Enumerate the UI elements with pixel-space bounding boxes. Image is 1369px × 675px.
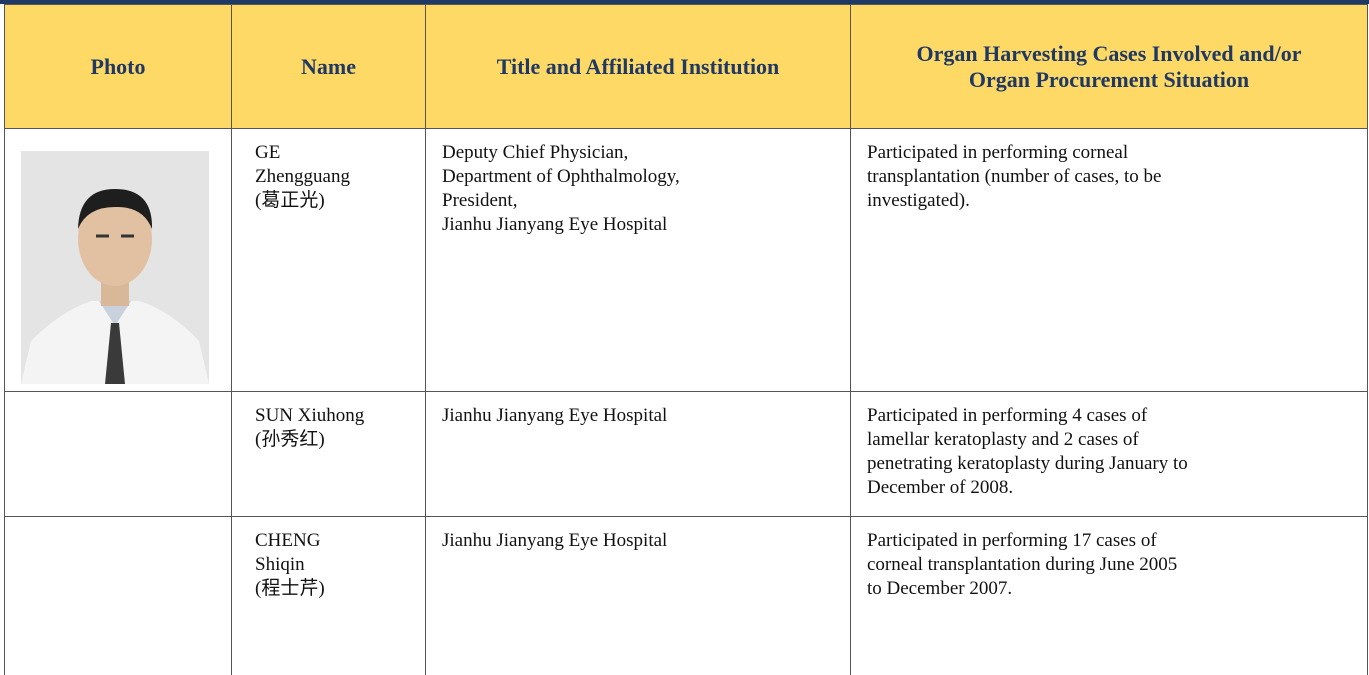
institution-cell: Jianhu Jianyang Eye Hospital bbox=[425, 391, 851, 517]
name-cell: GE Zhengguang (葛正光) bbox=[231, 128, 426, 392]
cases-cell: Participated in performing 4 cases of lam… bbox=[850, 391, 1368, 517]
cases-line: investigated). bbox=[867, 190, 970, 211]
institution-line: Jianhu Jianyang Eye Hospital bbox=[442, 214, 668, 235]
name-line: (孙秀红) bbox=[255, 429, 325, 450]
photo-cell bbox=[4, 516, 232, 675]
institution-line: President, bbox=[442, 190, 518, 211]
header-cell: Name bbox=[231, 4, 426, 129]
name-line: Zhengguang bbox=[255, 166, 350, 187]
table-row: GE Zhengguang (葛正光) Deputy Chief Physician… bbox=[4, 128, 1368, 392]
officials-table: Photo Name Title and Affiliated Institut… bbox=[4, 4, 1368, 675]
name-cell: CHENG Shiqin (程士芹) bbox=[231, 516, 426, 675]
cases-line: penetrating keratoplasty during January … bbox=[867, 453, 1188, 474]
name-line: (程士芹) bbox=[255, 578, 325, 599]
institution-line: Jianhu Jianyang Eye Hospital bbox=[442, 405, 668, 426]
table-row: CHENG Shiqin (程士芹) Jianhu Jianyang Eye Hos… bbox=[4, 516, 1368, 675]
cases-line: corneal transplantation during June 2005 bbox=[867, 554, 1178, 575]
header-row: Photo Name Title and Affiliated Institut… bbox=[4, 4, 1368, 129]
photo-cell bbox=[4, 128, 232, 392]
institution-cell: Deputy Chief Physician, Department of Oph… bbox=[425, 128, 851, 392]
cases-line: to December 2007. bbox=[867, 578, 1013, 599]
cases-line: December of 2008. bbox=[867, 477, 1014, 498]
cases-line: Participated in performing 4 cases of bbox=[867, 405, 1148, 426]
name-line: SUN Xiuhong bbox=[255, 405, 365, 426]
name-line: GE bbox=[255, 142, 281, 163]
portrait-photo bbox=[21, 151, 209, 384]
name-cell: SUN Xiuhong (孙秀红) bbox=[231, 391, 426, 517]
header-cell: Photo bbox=[4, 4, 232, 129]
institution-line: Deputy Chief Physician, bbox=[442, 142, 629, 163]
cases-line: lamellar keratoplasty and 2 cases of bbox=[867, 429, 1139, 450]
name-line: CHENG bbox=[255, 530, 321, 551]
top-rule bbox=[0, 0, 1369, 4]
cases-line: Participated in performing 17 cases of bbox=[867, 530, 1157, 551]
cases-cell: Participated in performing corneal transp… bbox=[850, 128, 1368, 392]
photo-cell bbox=[4, 391, 232, 517]
institution-cell: Jianhu Jianyang Eye Hospital bbox=[425, 516, 851, 675]
header-cell: Organ Harvesting Cases Involved and/or O… bbox=[850, 4, 1368, 129]
header-cell: Title and Affiliated Institution bbox=[425, 4, 851, 129]
cases-cell: Participated in performing 17 cases of co… bbox=[850, 516, 1368, 675]
institution-line: Department of Ophthalmology, bbox=[442, 166, 680, 187]
institution-line: Jianhu Jianyang Eye Hospital bbox=[442, 530, 668, 551]
cases-line: transplantation (number of cases, to be bbox=[867, 166, 1162, 187]
cases-line: Participated in performing corneal bbox=[867, 142, 1129, 163]
table-row: SUN Xiuhong (孙秀红) Jianhu Jianyang Eye Hos… bbox=[4, 391, 1368, 517]
name-line: Shiqin bbox=[255, 554, 305, 575]
name-line: (葛正光) bbox=[255, 190, 325, 211]
